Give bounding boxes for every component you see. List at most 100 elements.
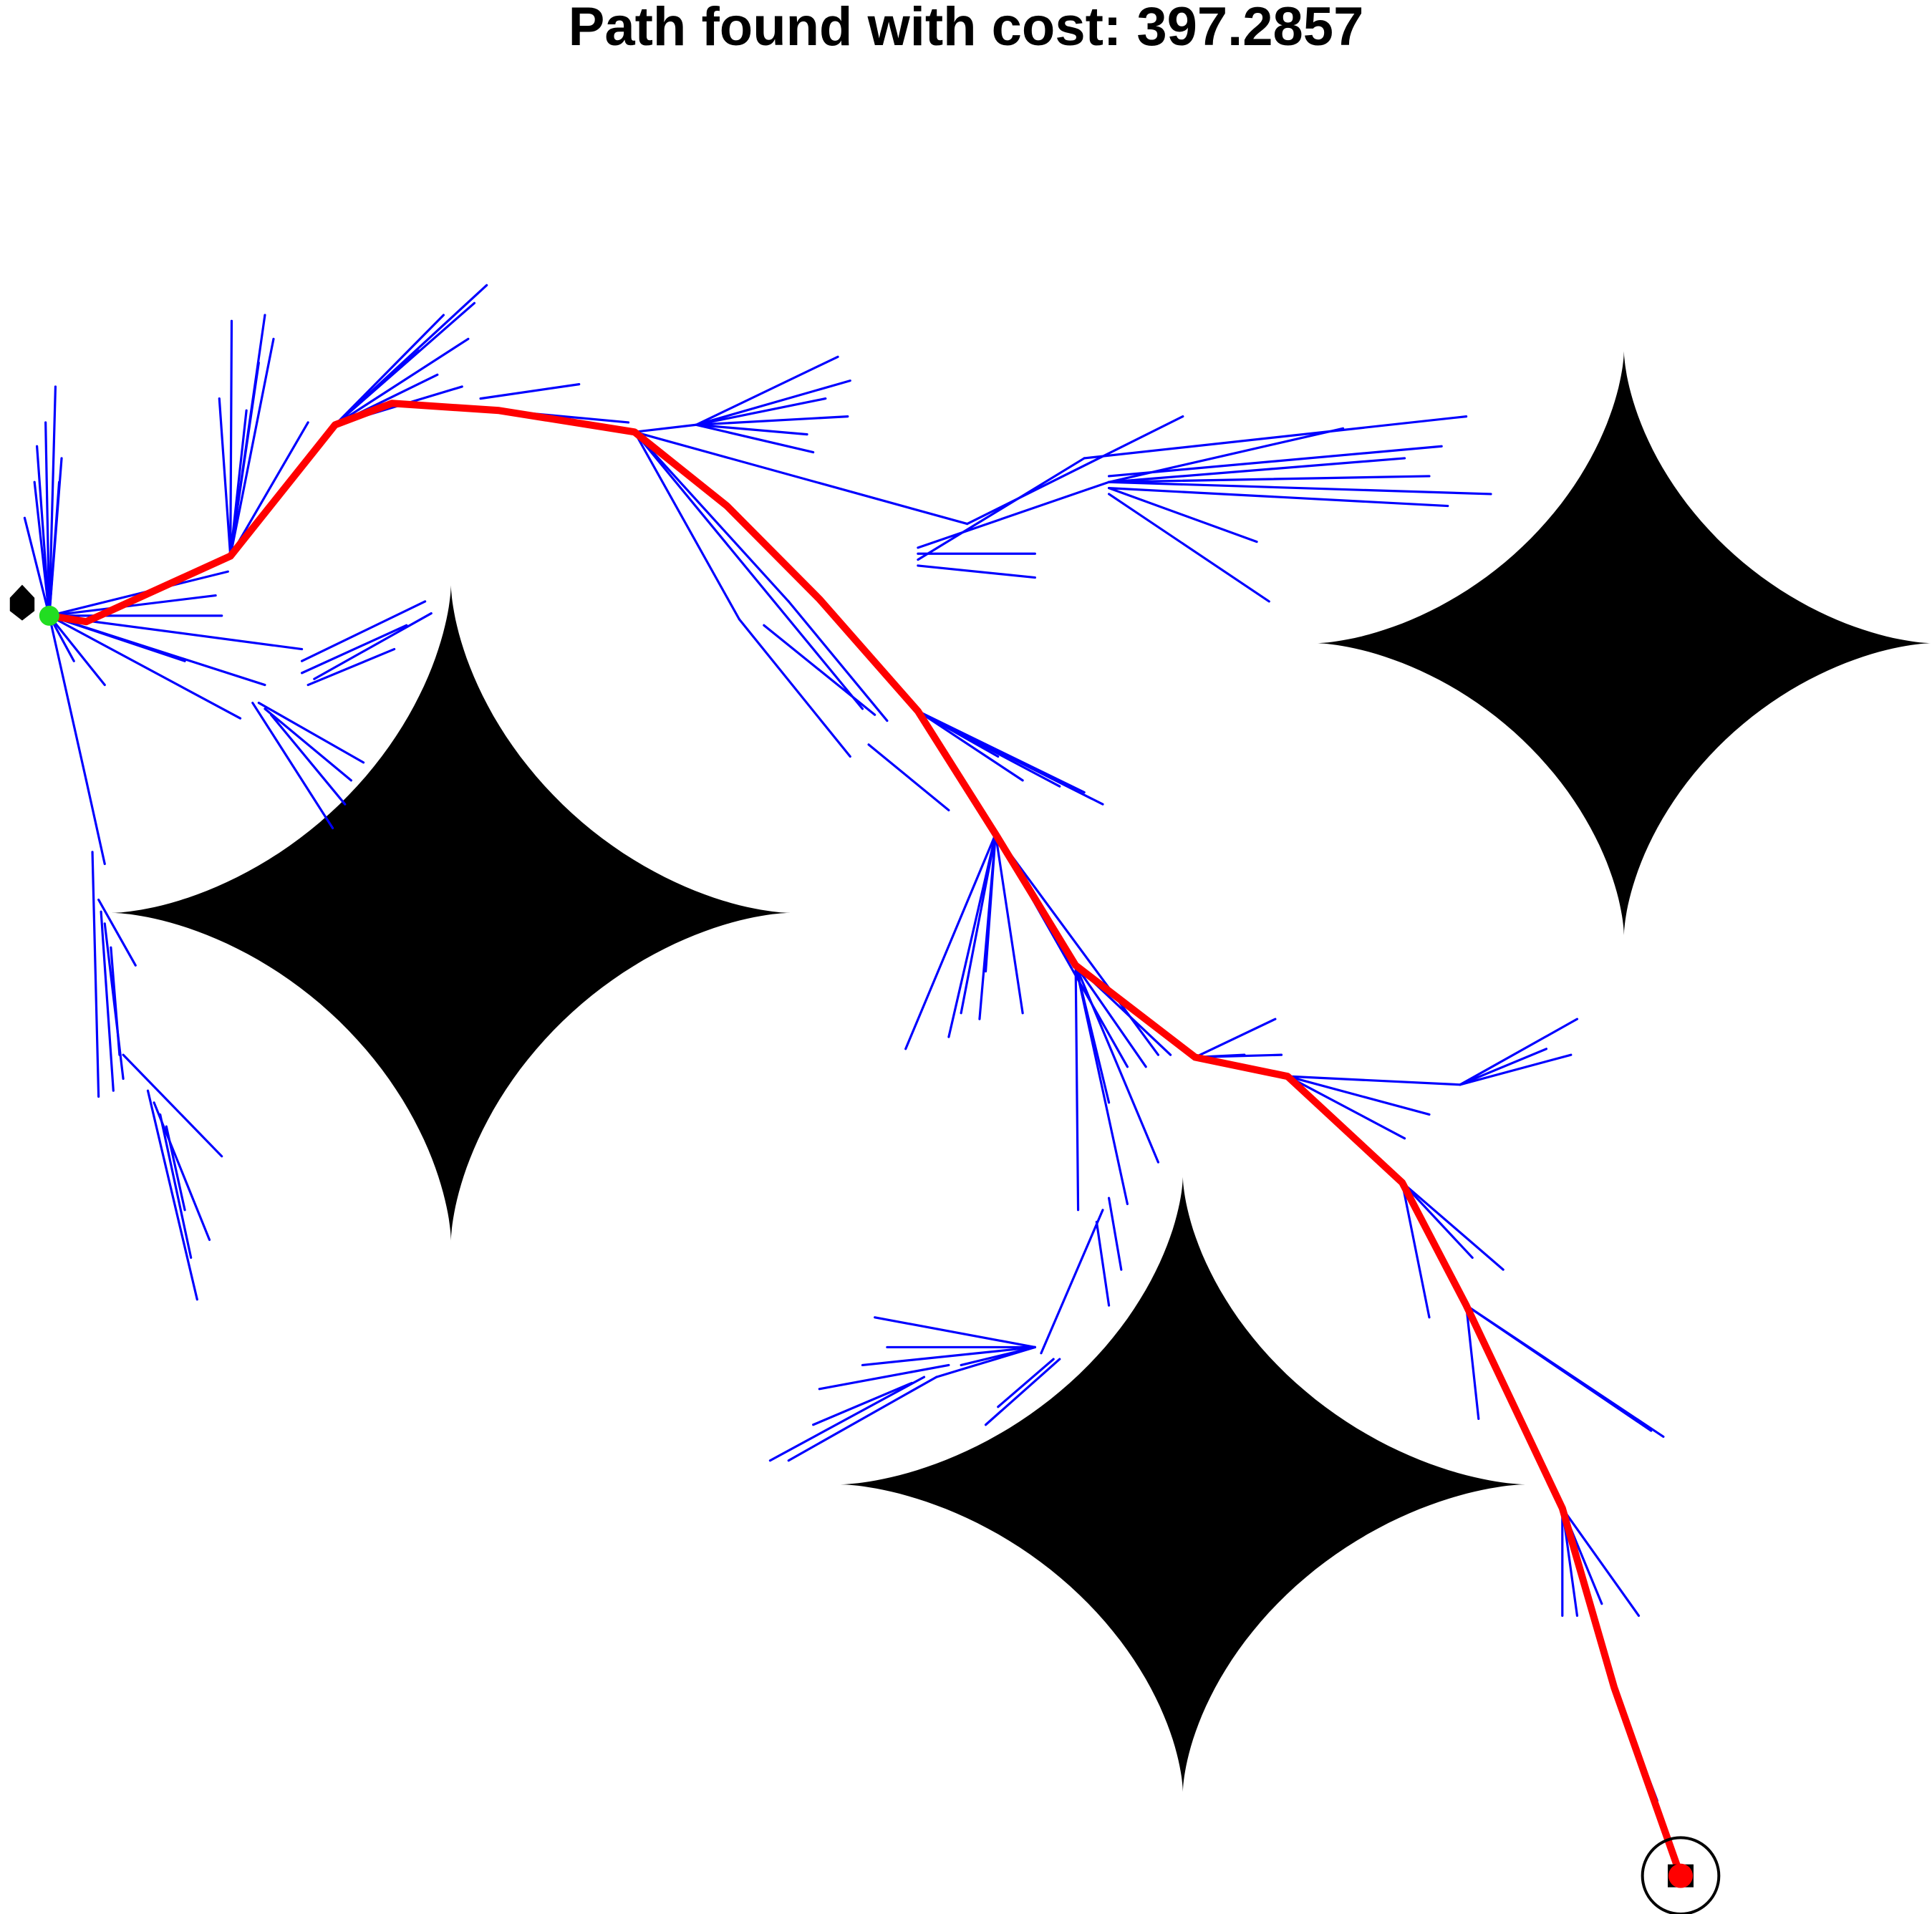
tree-edge xyxy=(917,710,1000,758)
tree-edge xyxy=(1107,1197,1123,1271)
goal-marker xyxy=(1668,1863,1693,1888)
tree-edge xyxy=(1040,1209,1104,1355)
tree-edge xyxy=(1286,1075,1406,1140)
tree-edge xyxy=(48,614,106,687)
tree-edge xyxy=(935,1345,1036,1378)
tree-edge xyxy=(229,421,309,558)
tree-edge xyxy=(146,1089,198,1301)
tree-edge xyxy=(251,701,334,830)
tree-edge xyxy=(334,349,420,426)
tree-edge xyxy=(917,480,1111,549)
tree-edge xyxy=(218,397,232,558)
tree-edge xyxy=(300,600,427,662)
tree-edge xyxy=(867,743,950,812)
tree-edge xyxy=(818,1363,950,1391)
tree-edge xyxy=(874,1316,1036,1349)
tree-edge xyxy=(1107,486,1258,543)
tree-edge xyxy=(1459,1053,1573,1086)
tree-edge xyxy=(633,430,790,603)
tree-edge xyxy=(984,1358,1061,1426)
tree-edge xyxy=(48,385,57,617)
tree-edge xyxy=(1107,493,1270,603)
tree-edge xyxy=(695,397,827,426)
obstacle-star-2 xyxy=(1315,350,1932,936)
tree-edge xyxy=(1074,964,1080,1212)
tree-edge xyxy=(1459,1018,1579,1086)
plot-title: Path found with cost: 397.2857 xyxy=(568,0,1364,57)
tree-edge xyxy=(91,851,100,1098)
tree-edge xyxy=(1074,964,1147,1068)
tree-edge xyxy=(264,707,352,782)
tree-edge xyxy=(33,480,51,617)
tree-edge xyxy=(48,480,61,617)
tree-edge xyxy=(695,415,849,426)
tree-edge xyxy=(994,833,1024,1015)
tree-edge xyxy=(1107,480,1492,496)
tree-edge xyxy=(1401,1181,1504,1271)
tree-edge xyxy=(1074,964,1160,1164)
tree-edge xyxy=(1107,475,1431,483)
tree-edge xyxy=(633,423,697,433)
tree-edge xyxy=(97,898,137,967)
tree-edge xyxy=(44,421,51,617)
tree-edge xyxy=(48,614,88,782)
tree-edge xyxy=(695,423,815,454)
tree-edge xyxy=(904,833,997,1050)
tree-edge xyxy=(84,779,106,866)
tree-edge xyxy=(1095,1220,1111,1307)
tree-edge xyxy=(917,457,1086,561)
start-marker xyxy=(39,605,59,626)
tree-edge xyxy=(1459,1048,1548,1086)
tree-edge xyxy=(1107,445,1443,478)
obstacle-star-3 xyxy=(840,1176,1526,1792)
start-blob xyxy=(9,584,35,621)
tree-edge xyxy=(48,614,266,687)
tree-edge xyxy=(1401,1181,1431,1319)
tree-edge xyxy=(1464,1304,1480,1421)
markers-layer xyxy=(9,584,1721,1914)
tree-edge xyxy=(861,1345,1036,1367)
tree-edge xyxy=(1561,1507,1641,1617)
tree-edge xyxy=(984,833,997,973)
tree-edge xyxy=(229,319,233,558)
tree-edge xyxy=(633,430,969,526)
tree-edge xyxy=(100,910,115,1092)
tree-edge xyxy=(633,430,864,710)
tree-edge xyxy=(229,409,248,558)
solution-path xyxy=(45,400,1684,1880)
tree-edge xyxy=(229,337,275,558)
tree-edge xyxy=(48,570,229,617)
tree-edge xyxy=(1107,486,1449,508)
tree-edge xyxy=(1464,1304,1653,1432)
tree-edge xyxy=(763,624,876,716)
tree-edge xyxy=(165,1125,186,1212)
tree-edge xyxy=(229,362,260,558)
tree-edge xyxy=(695,380,851,426)
solution-path-layer xyxy=(45,400,1684,1880)
tree-edge xyxy=(306,647,396,687)
search-tree-layer xyxy=(23,284,1665,1802)
tree-edge xyxy=(122,1053,223,1158)
tree-edge xyxy=(1194,1018,1277,1059)
tree-edge xyxy=(479,383,581,400)
tree-edge xyxy=(48,614,242,720)
tree-edge xyxy=(768,1376,926,1462)
tree-edge xyxy=(257,701,365,764)
tree-edge xyxy=(812,1381,913,1426)
tree-edge xyxy=(313,612,433,680)
tree-edge xyxy=(947,833,997,1038)
obstacle-star-1 xyxy=(112,584,790,1242)
tree-edge xyxy=(1074,964,1111,1104)
tree-edge xyxy=(1286,1075,1462,1086)
tree-edge xyxy=(997,1358,1055,1408)
tree-edge xyxy=(334,337,470,426)
goal-ring xyxy=(1641,1836,1721,1914)
obstacles-layer xyxy=(112,350,1932,1792)
tree-edge xyxy=(1083,415,1468,460)
tree-edge xyxy=(917,564,1036,579)
tree-edge xyxy=(633,430,740,621)
tree-edge xyxy=(334,314,445,426)
tree-edge xyxy=(917,710,1024,782)
tree-edge xyxy=(269,713,347,806)
